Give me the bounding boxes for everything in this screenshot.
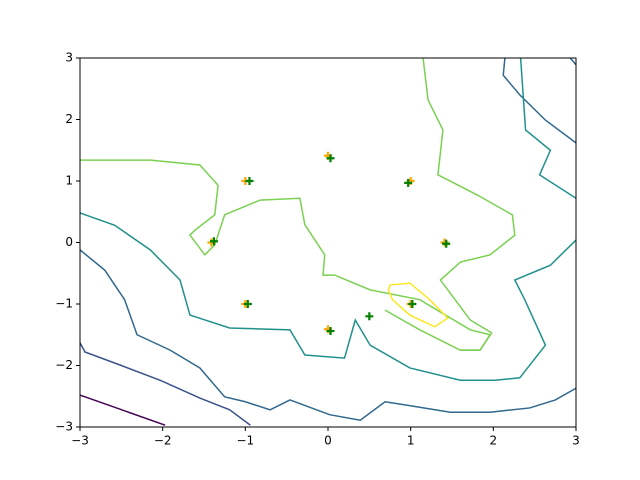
y-tick-label: 2 bbox=[65, 112, 73, 126]
x-tick-label: −2 bbox=[154, 434, 172, 448]
x-tick-label: −1 bbox=[236, 434, 254, 448]
y-tick-label: −1 bbox=[55, 297, 73, 311]
scatter-point bbox=[408, 300, 417, 308]
y-tick-label: 1 bbox=[65, 174, 73, 188]
y-tick-label: 3 bbox=[65, 51, 73, 65]
scatter-point bbox=[365, 312, 374, 321]
y-tick-label: −3 bbox=[55, 420, 73, 434]
scatter-point bbox=[326, 327, 335, 336]
scatter-point bbox=[442, 239, 451, 248]
contour-line bbox=[502, 57, 577, 144]
scatter-point bbox=[243, 300, 252, 308]
scatter-point bbox=[209, 237, 218, 246]
scatter-point bbox=[326, 154, 335, 163]
x-tick-label: 0 bbox=[324, 434, 332, 448]
contour-line bbox=[79, 342, 251, 426]
y-tick-label: −2 bbox=[55, 358, 73, 372]
y-tick-label: 0 bbox=[65, 235, 73, 249]
x-tick-label: 1 bbox=[407, 434, 415, 448]
x-tick-label: −3 bbox=[71, 434, 89, 448]
contour-line bbox=[79, 212, 577, 382]
contour-line bbox=[569, 57, 577, 66]
contour-line bbox=[79, 249, 577, 422]
contour-line bbox=[519, 57, 577, 199]
scatter-point bbox=[245, 177, 254, 185]
x-tick-label: 2 bbox=[490, 434, 498, 448]
contour-line bbox=[422, 57, 516, 351]
scatter-point bbox=[404, 178, 413, 187]
contour-line bbox=[387, 282, 450, 328]
contour-line bbox=[79, 394, 166, 426]
x-tick-label: 3 bbox=[572, 434, 580, 448]
